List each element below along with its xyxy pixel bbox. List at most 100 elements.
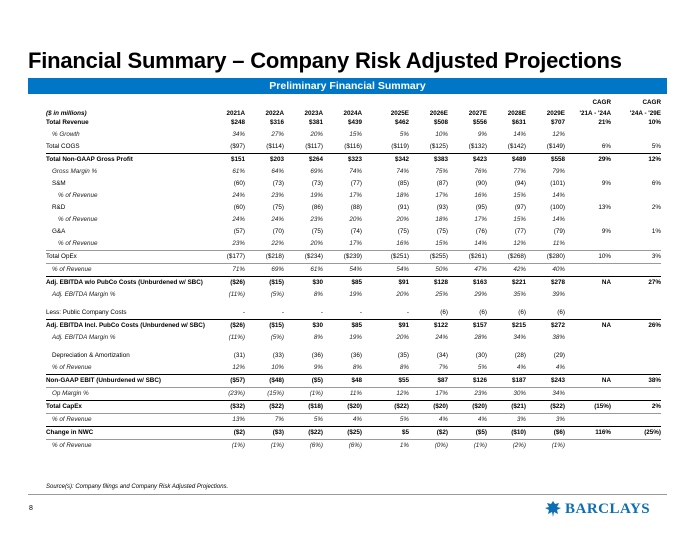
table-cell: ($116): [344, 142, 362, 150]
table-cell: $323: [323, 153, 362, 166]
table-row: % of Revenue 24% 23% 19% 17% 18% 17% 16% 15% 14%: [46, 190, 661, 202]
table-cell: $316: [269, 118, 284, 126]
cagr-cell: 2%: [651, 203, 661, 211]
table-cell: (0%): [409, 439, 448, 452]
table-cell: ($32): [206, 400, 245, 414]
table-cell: $381: [308, 118, 323, 126]
table-cell: $128: [409, 276, 448, 289]
column-header: 2023A: [304, 109, 323, 117]
table-cell: 23%: [310, 215, 323, 223]
table-cell: (60): [233, 203, 245, 211]
table-cell: (97): [514, 203, 526, 211]
table-cell: ($5): [284, 374, 323, 388]
table-cell: (88): [350, 203, 362, 211]
table-cell: 15%: [349, 130, 362, 138]
table-cell: ($20): [323, 400, 362, 414]
cagr-cell: 13%: [598, 203, 611, 211]
footer-divider: [28, 494, 667, 495]
cagr-cell: [611, 387, 661, 401]
table-cell: (75): [436, 227, 448, 235]
table-cell: $462: [394, 118, 409, 126]
table-cell: 76%: [474, 167, 487, 175]
table-cell: (57): [233, 227, 245, 235]
cagr-cell: [565, 307, 611, 320]
row-label: % of Revenue: [46, 263, 206, 277]
table-cell: 19%: [310, 191, 323, 199]
table-cell: 28%: [474, 333, 487, 341]
cagr-cell: [565, 362, 611, 375]
table-cell: ($22): [245, 400, 284, 414]
cagr-cell: [611, 214, 661, 226]
row-label: Adj. EBITDA Incl. PubCo Costs (Unburdene…: [46, 319, 206, 332]
table-cell: (77): [514, 227, 526, 235]
table-cell: (5%): [270, 333, 284, 341]
table-row: Total Non-GAAP Gross Profit $151 $203 $264 $…: [46, 153, 661, 166]
table-row: % of Revenue 24% 24% 23% 20% 20% 18% 17% 15% 14%: [46, 214, 661, 226]
table-cell: (76): [475, 227, 487, 235]
table-cell: ($26): [206, 319, 245, 332]
table-cell: (2%): [487, 439, 526, 452]
column-header: 2026E: [429, 109, 448, 117]
table-cell: 27%: [271, 130, 284, 138]
table-cell: ($114): [266, 142, 284, 150]
table-cell: (15%): [245, 387, 284, 401]
cagr-cell: 29%: [565, 153, 611, 166]
table-cell: 30%: [487, 387, 526, 401]
table-cell: 17%: [474, 215, 487, 223]
table-cell: $163: [448, 276, 487, 289]
table-row: Non-GAAP EBIT (Unburdened w/ SBC) ($57) ($…: [46, 374, 661, 388]
table-cell: ($21): [487, 400, 526, 414]
table-cell: (6): [518, 308, 526, 316]
cagr-cell: [611, 263, 661, 277]
table-cell: (94): [514, 179, 526, 187]
column-spacer: [362, 307, 370, 320]
table-cell: $30: [284, 319, 323, 332]
table-cell: 13%: [206, 413, 245, 427]
table-cell: 54%: [370, 263, 409, 277]
table-row: Total Revenue $248 $316 $381 $439 $462 $508 $55…: [46, 117, 661, 129]
row-label: % of Revenue: [46, 439, 206, 452]
table-cell: 74%: [396, 167, 409, 175]
table-cell: $489: [487, 153, 526, 166]
column-spacer: [362, 226, 370, 238]
table-cell: (6%): [323, 439, 362, 452]
table-cell: ($125): [429, 142, 448, 150]
table-cell: $556: [472, 118, 487, 126]
table-cell: (36): [350, 351, 362, 359]
table-cell: $631: [511, 118, 526, 126]
row-label: Adj. EBITDA w/o PubCo Costs (Unburdened …: [46, 276, 206, 289]
row-label: Less: Public Company Costs: [46, 308, 127, 316]
table-cell: 5%: [370, 413, 409, 427]
cagr-cell: [565, 413, 611, 427]
table-cell: 24%: [271, 215, 284, 223]
logo-text: BARCLAYS: [565, 500, 651, 517]
table-cell: 71%: [206, 263, 245, 277]
table-cell: 14%: [474, 239, 487, 247]
cagr-cell: 5%: [651, 142, 661, 150]
table-cell: 19%: [349, 333, 362, 341]
table-cell: 8%: [399, 363, 409, 371]
table-cell: 50%: [409, 263, 448, 277]
table-cell: 69%: [245, 263, 284, 277]
cagr-header-2-top: CAGR: [642, 98, 661, 106]
table-cell: 61%: [284, 263, 323, 277]
row-label: R&D: [52, 203, 66, 211]
table-cell: 4%: [409, 413, 448, 427]
cagr-cell: 10%: [648, 118, 661, 126]
table-row: % Growth 34% 27% 20% 15% 5% 10% 9% 14% 12%: [46, 129, 661, 141]
table-cell: $342: [370, 153, 409, 166]
table-cell: 16%: [474, 191, 487, 199]
column-spacer: [362, 400, 370, 414]
cagr-cell: [611, 166, 661, 178]
table-cell: 69%: [310, 167, 323, 175]
table-cell: 3%: [526, 413, 565, 427]
table-cell: 9%: [313, 363, 323, 371]
table-cell: (1%): [448, 439, 487, 452]
table-cell: 12%: [552, 130, 565, 138]
table-row: Adj. EBITDA Margin % (11%) (5%) 8% 19% 20% 25%…: [46, 289, 661, 301]
cagr-cell: NA: [565, 319, 611, 332]
row-label: % of Revenue: [58, 215, 98, 223]
table-cell: 4%: [323, 413, 362, 427]
column-spacer: [362, 263, 370, 277]
table-cell: $203: [245, 153, 284, 166]
